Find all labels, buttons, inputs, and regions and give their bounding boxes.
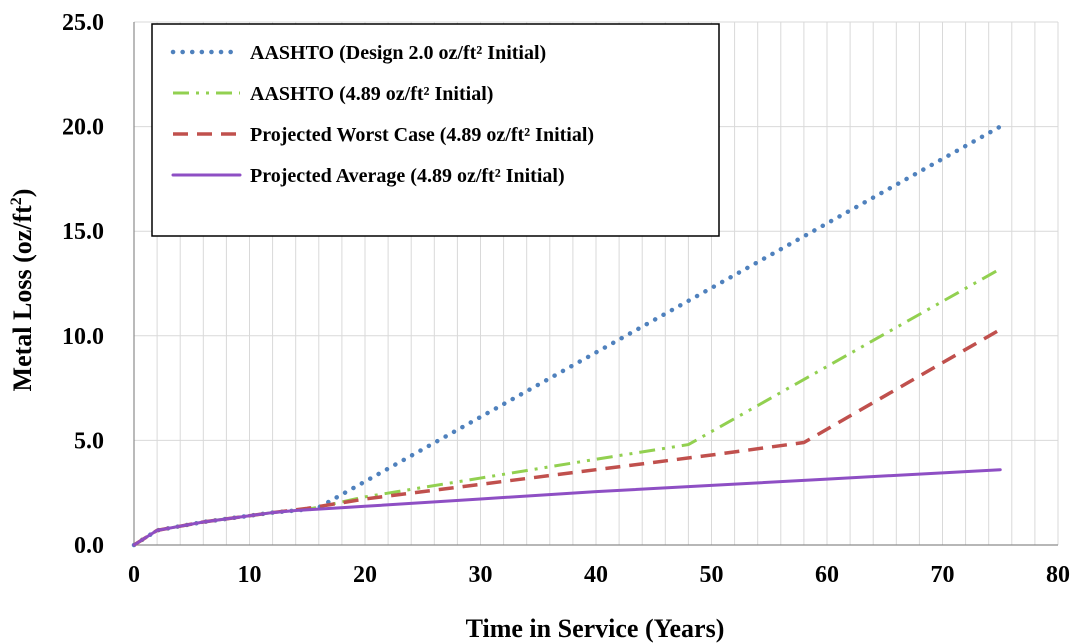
y-tick-label: 5.0: [74, 428, 104, 454]
x-tick-label: 20: [353, 562, 377, 588]
series-lines: [131, 124, 1003, 548]
x-tick-label: 70: [931, 562, 955, 588]
y-axis-title: Metal Loss (oz/ft2): [8, 189, 37, 392]
x-axis-title: Time in Service (Years): [466, 614, 725, 643]
legend-label-3: Projected Worst Case (4.89 oz/ft² Initia…: [250, 124, 594, 146]
x-tick-label: 80: [1046, 562, 1070, 588]
x-tick-label: 30: [469, 562, 493, 588]
x-tick-label: 40: [584, 562, 608, 588]
x-tick-label: 50: [700, 562, 724, 588]
legend-label-1: AASHTO (Design 2.0 oz/ft² Initial): [250, 42, 546, 64]
y-tick-label: 25.0: [62, 10, 104, 36]
y-axis-title-end: ): [8, 189, 37, 198]
x-tick-labels: 0 10 20 30 40 50 60 70 80: [128, 562, 1070, 588]
x-tick-label: 0: [128, 562, 140, 588]
legend-box: [151, 23, 720, 237]
y-axis-title-superscript: 2: [8, 197, 25, 205]
legend-label-4: Projected Average (4.89 oz/ft² Initial): [250, 165, 565, 187]
y-tick-label: 10.0: [62, 324, 104, 350]
legend-label-2: AASHTO (4.89 oz/ft² Initial): [250, 83, 493, 105]
y-tick-label: 15.0: [62, 219, 104, 245]
x-tick-label: 10: [238, 562, 262, 588]
y-tick-labels: 0.0 5.0 10.0 15.0 20.0 25.0: [62, 10, 104, 559]
y-tick-label: 0.0: [74, 533, 104, 559]
legend: AASHTO (Design 2.0 oz/ft² Initial) AASHTO…: [151, 23, 720, 237]
series-line-4: [132, 468, 1002, 547]
series-line-2: [133, 267, 1001, 547]
y-tick-label: 20.0: [62, 115, 104, 141]
y-axis-title-main: Metal Loss (oz/ft: [8, 205, 37, 392]
axes: [133, 22, 1058, 546]
x-tick-label: 60: [815, 562, 839, 588]
